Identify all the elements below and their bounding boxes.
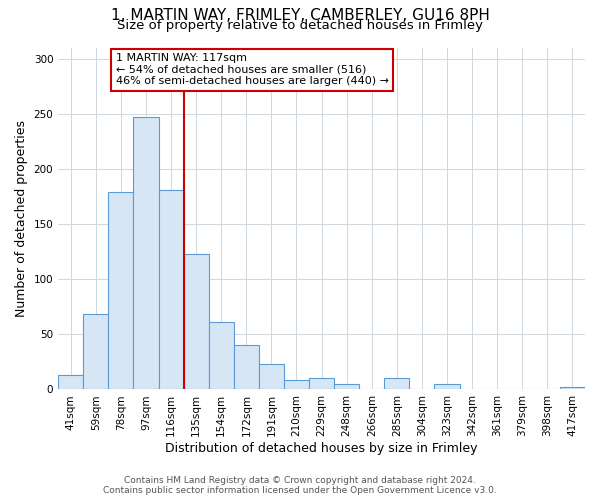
Bar: [560, 388, 585, 390]
Bar: [184, 254, 209, 390]
Bar: [209, 322, 234, 390]
Bar: [309, 378, 334, 390]
Text: Size of property relative to detached houses in Frimley: Size of property relative to detached ho…: [117, 18, 483, 32]
Bar: [259, 364, 284, 390]
Bar: [234, 346, 259, 390]
Bar: [434, 384, 460, 390]
Text: 1, MARTIN WAY, FRIMLEY, CAMBERLEY, GU16 8PH: 1, MARTIN WAY, FRIMLEY, CAMBERLEY, GU16 …: [110, 8, 490, 22]
Bar: [158, 190, 184, 390]
Bar: [284, 380, 309, 390]
X-axis label: Distribution of detached houses by size in Frimley: Distribution of detached houses by size …: [166, 442, 478, 455]
Text: Contains HM Land Registry data © Crown copyright and database right 2024.
Contai: Contains HM Land Registry data © Crown c…: [103, 476, 497, 495]
Bar: [109, 192, 133, 390]
Bar: [83, 314, 109, 390]
Text: 1 MARTIN WAY: 117sqm
← 54% of detached houses are smaller (516)
46% of semi-deta: 1 MARTIN WAY: 117sqm ← 54% of detached h…: [116, 53, 389, 86]
Bar: [58, 375, 83, 390]
Bar: [133, 117, 158, 390]
Y-axis label: Number of detached properties: Number of detached properties: [15, 120, 28, 317]
Bar: [385, 378, 409, 390]
Bar: [334, 384, 359, 390]
